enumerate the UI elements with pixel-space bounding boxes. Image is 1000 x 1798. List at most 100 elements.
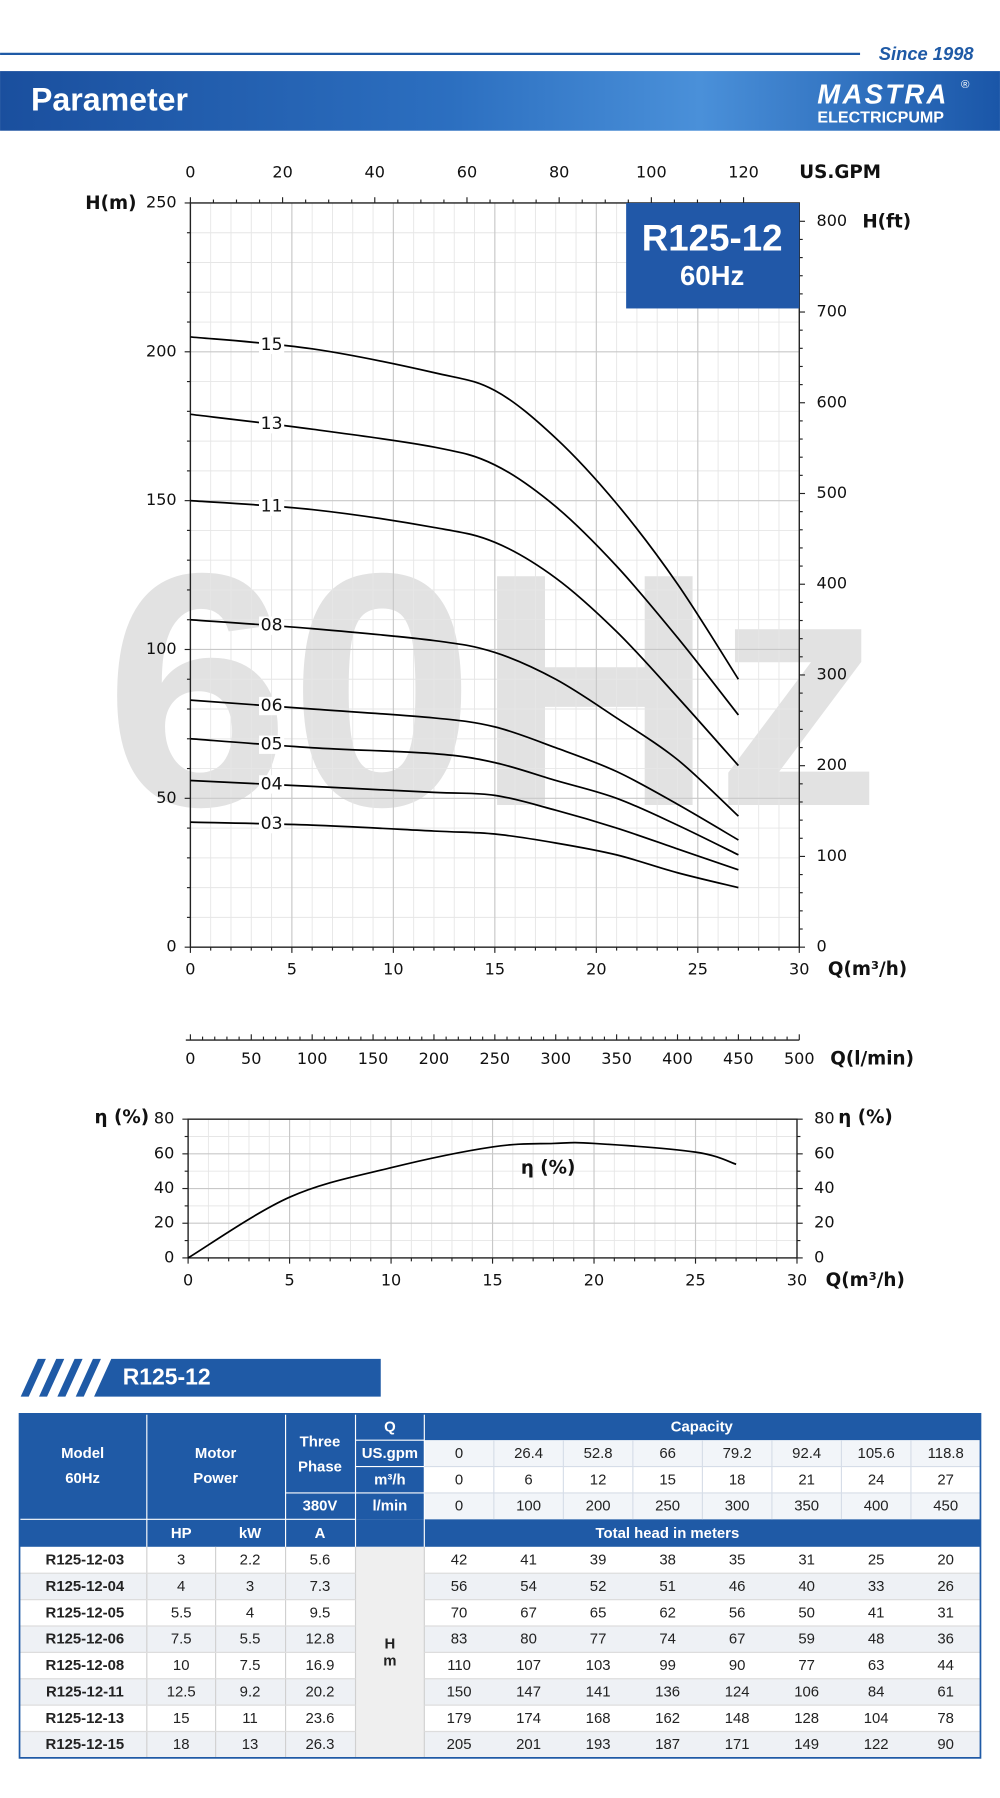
x3-tick-label: 400 bbox=[662, 1049, 693, 1068]
cell-text: 84 bbox=[868, 1684, 885, 1700]
cell-text: 5.6 bbox=[310, 1553, 331, 1569]
cell-text: 26.4 bbox=[514, 1446, 543, 1462]
cell-text: A bbox=[315, 1526, 326, 1542]
cell-text: m³/h bbox=[374, 1472, 405, 1488]
curve-label-bg bbox=[258, 415, 285, 434]
cell-text: 59 bbox=[798, 1632, 815, 1648]
y2-tick-label: 20 bbox=[814, 1213, 834, 1232]
efficiency-chart: 0 5 10 15 20 25 30 0 20 40 60 80 0 20 40 60 80 Q(m³/h) η (… bbox=[95, 1107, 905, 1291]
cell-text: 48 bbox=[868, 1632, 885, 1648]
x-tick-label: 10 bbox=[381, 1270, 401, 1289]
cell-text: 66 bbox=[659, 1446, 676, 1462]
cell-text: 9.5 bbox=[310, 1605, 331, 1621]
y2-tick-label: 0 bbox=[814, 1247, 824, 1266]
cell-text: 6 bbox=[524, 1472, 532, 1488]
cell-text: 110 bbox=[447, 1658, 471, 1674]
logo-registered: ® bbox=[961, 79, 970, 91]
x-tick-label: 0 bbox=[185, 960, 195, 979]
cell-text: Three bbox=[300, 1434, 341, 1450]
x-tick-label: 25 bbox=[685, 1270, 705, 1289]
cell-text: 350 bbox=[794, 1499, 819, 1515]
curve bbox=[190, 499, 740, 767]
cell-text: 100 bbox=[516, 1499, 541, 1515]
x-tick-label: 0 bbox=[183, 1270, 193, 1289]
x3-tick-label: 250 bbox=[480, 1049, 511, 1068]
cell-text: 400 bbox=[864, 1499, 889, 1515]
cell-text: 149 bbox=[794, 1737, 819, 1753]
cell-text: Q bbox=[384, 1420, 396, 1436]
cell-text: 60Hz bbox=[65, 1471, 100, 1487]
x-tick-label: 5 bbox=[287, 960, 297, 979]
cell-text: 18 bbox=[729, 1472, 746, 1488]
curve-label-bg bbox=[258, 335, 285, 355]
logo-subtitle: ELECTRICPUMP bbox=[817, 108, 944, 126]
cell-text: 39 bbox=[590, 1553, 607, 1569]
cell-text: 33 bbox=[868, 1579, 885, 1595]
cell-text: 179 bbox=[447, 1711, 472, 1727]
cell-text: 67 bbox=[520, 1605, 537, 1621]
cell-text: 90 bbox=[729, 1658, 746, 1674]
curve-label: 08 bbox=[261, 616, 283, 636]
curve-label: 05 bbox=[261, 735, 283, 755]
y2-tick-label: 600 bbox=[816, 392, 847, 411]
cell-text: 50 bbox=[798, 1605, 815, 1621]
since-text: Since 1998 bbox=[879, 43, 975, 64]
curve-label-bg bbox=[258, 775, 285, 794]
cell-text: m bbox=[383, 1653, 396, 1669]
cell-text: 7.3 bbox=[310, 1579, 331, 1595]
cell-text: 15 bbox=[173, 1711, 190, 1727]
cell-text: Power bbox=[193, 1471, 238, 1487]
table-title: R125-12 bbox=[123, 1363, 211, 1389]
cell-text: 79.2 bbox=[723, 1446, 752, 1462]
cell-text: 5.5 bbox=[240, 1632, 261, 1648]
x3-tick-label: 150 bbox=[358, 1049, 389, 1068]
y2-tick-label: 500 bbox=[816, 483, 847, 502]
watermark: 60Hz bbox=[105, 505, 881, 876]
stripe bbox=[75, 1358, 101, 1397]
cell-text: 103 bbox=[586, 1658, 611, 1674]
y2-tick-label: 200 bbox=[816, 755, 847, 774]
stripe bbox=[39, 1358, 65, 1397]
x2-axis-label: US.GPM bbox=[799, 162, 881, 183]
cell-text: 10 bbox=[173, 1658, 190, 1674]
cell-text: 150 bbox=[447, 1684, 472, 1700]
cell-text: 21 bbox=[798, 1472, 815, 1488]
cell-text: 26.3 bbox=[305, 1737, 334, 1753]
y2-tick-label: 60 bbox=[814, 1143, 834, 1162]
x-tick-label: 25 bbox=[688, 960, 708, 979]
cell-text: 380V bbox=[303, 1499, 338, 1515]
cell-text: 4 bbox=[246, 1605, 254, 1621]
cell-text: 2.2 bbox=[240, 1553, 261, 1569]
y-tick-label: 60 bbox=[154, 1143, 174, 1162]
y-tick-label: 80 bbox=[154, 1109, 174, 1128]
cell-text: 61 bbox=[937, 1684, 954, 1700]
cell-text: 107 bbox=[516, 1658, 541, 1674]
model-name: R125-12 bbox=[642, 217, 783, 258]
cell-text: 12.5 bbox=[167, 1684, 196, 1700]
cell-text: Capacity bbox=[671, 1420, 734, 1436]
curve-label: 06 bbox=[261, 696, 283, 716]
cell-text: 4 bbox=[177, 1579, 185, 1595]
cell-text: 16.9 bbox=[305, 1658, 334, 1674]
cell-text: Motor bbox=[195, 1446, 237, 1462]
x2-tick-label: 100 bbox=[636, 163, 667, 182]
cell-text: 147 bbox=[516, 1684, 541, 1700]
cell-text: 0 bbox=[455, 1499, 463, 1515]
cell-text: 9.2 bbox=[240, 1684, 261, 1700]
cell-text: 99 bbox=[659, 1658, 676, 1674]
cell-text: 23.6 bbox=[305, 1711, 334, 1727]
cell-text: 450 bbox=[933, 1499, 958, 1515]
curve-label: 04 bbox=[261, 774, 283, 794]
data-row bbox=[19, 1625, 981, 1653]
x3-tick-label: 500 bbox=[784, 1049, 815, 1068]
cell-text: R125-12-03 bbox=[46, 1553, 125, 1569]
model-frequency: 60Hz bbox=[680, 260, 744, 291]
cell-text: 15 bbox=[659, 1472, 676, 1488]
y2-tick-label: 700 bbox=[816, 302, 847, 321]
cell-text: 24 bbox=[868, 1472, 885, 1488]
y2-tick-label: 0 bbox=[816, 937, 826, 956]
y2-axis-label: H(ft) bbox=[862, 211, 911, 232]
